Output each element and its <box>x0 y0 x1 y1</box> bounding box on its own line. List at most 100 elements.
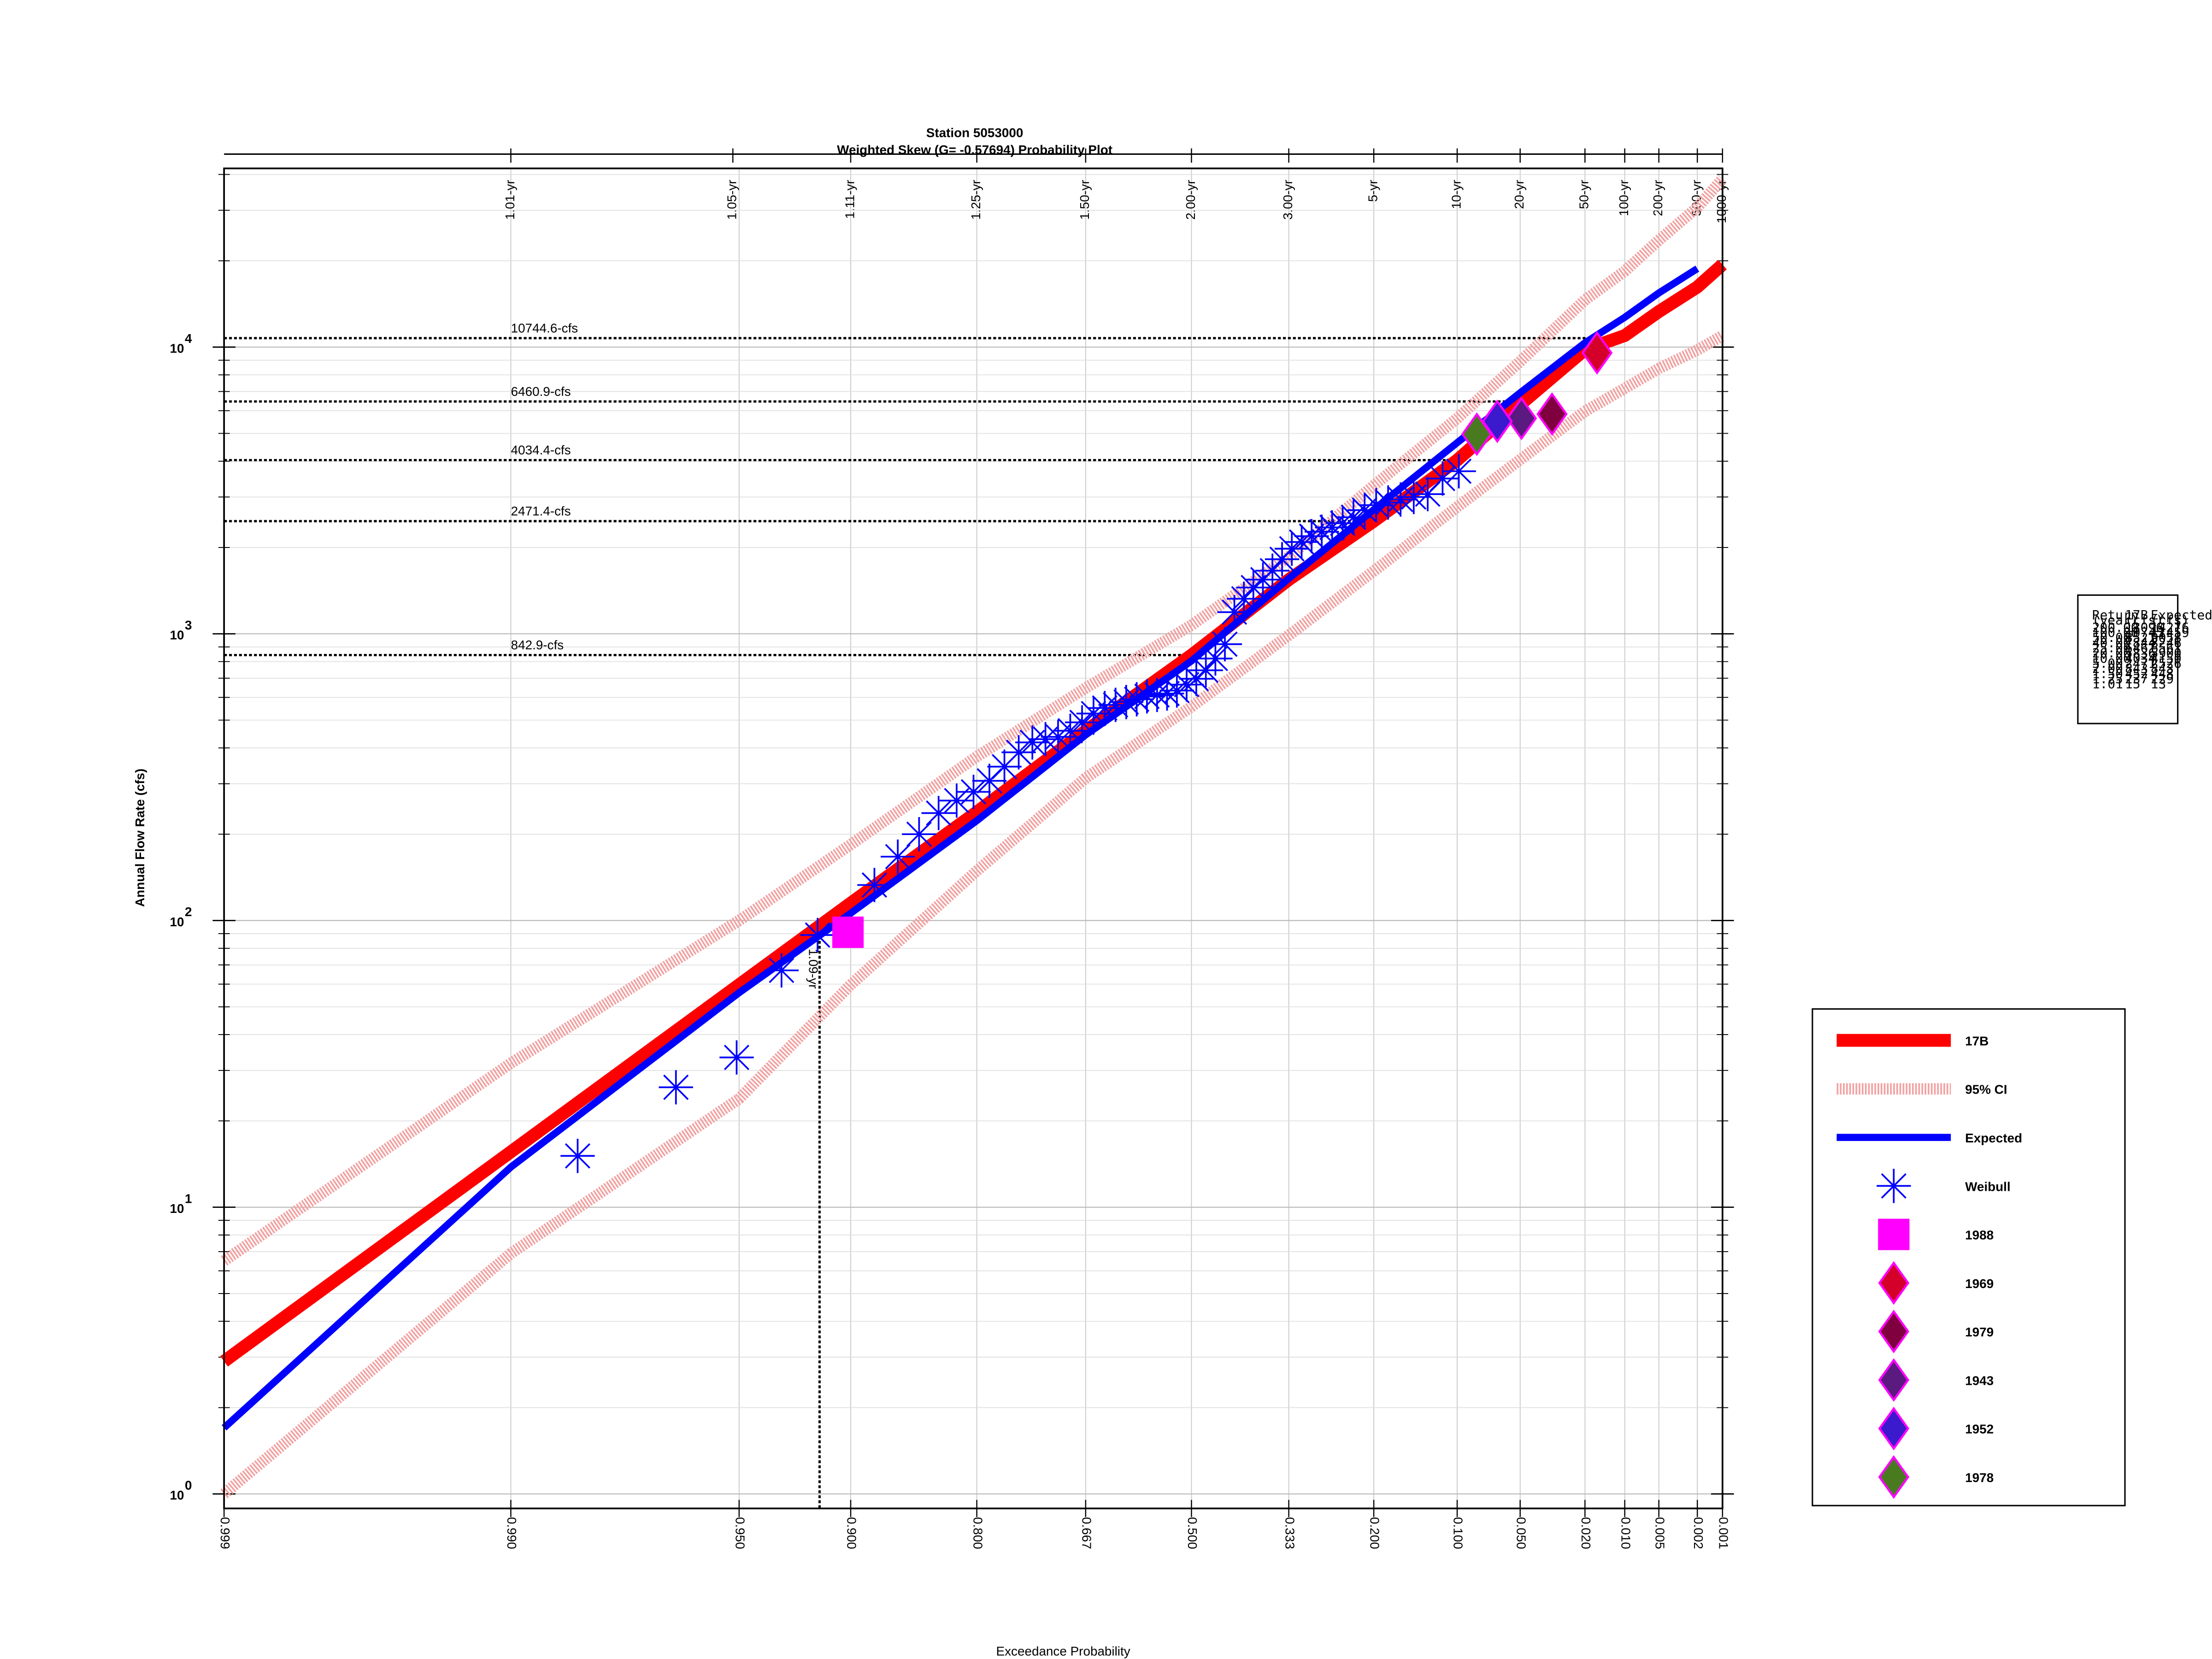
summary-cell: 843 <box>2151 661 2174 676</box>
summary-cell: 4034 <box>2125 651 2156 666</box>
asterisk-marker <box>1246 562 1280 597</box>
summary-cell: 14276 <box>2151 620 2189 635</box>
x2-tick-label: 1.50-yr <box>1077 180 1092 220</box>
y-tick-label: 10 <box>170 1201 184 1216</box>
diamond-marker <box>1506 396 1537 441</box>
x-tick-label: 0.002 <box>1691 1517 1706 1549</box>
summary-cell: 13096 <box>2125 620 2164 635</box>
x-tick-label: 0.333 <box>1282 1517 1297 1549</box>
asterisk-marker <box>1294 519 1329 553</box>
diamond-marker <box>1878 1455 1910 1499</box>
reference-label: 2471.4-cfs <box>511 504 571 518</box>
asterisk-marker <box>1098 688 1133 722</box>
square-marker <box>832 916 864 948</box>
summary-cell: 15 <box>2125 677 2141 692</box>
x-tick-label: 0.999 <box>218 1517 232 1549</box>
series-line <box>220 259 1727 1367</box>
return-marker-label: 1.09-yr <box>806 949 821 989</box>
asterisk-marker <box>1169 667 1204 702</box>
diamond-marker <box>1878 1406 1910 1451</box>
x2-tick-label: 5-yr <box>1365 180 1380 202</box>
x-tick-label: 0.020 <box>1579 1517 1593 1549</box>
asterisk-marker <box>1383 482 1418 517</box>
asterisk-marker <box>800 918 835 953</box>
legend-label: 1988 <box>1965 1228 1994 1242</box>
asterisk-marker <box>1315 510 1349 545</box>
x2-tick-label: 1.11-yr <box>842 180 857 219</box>
asterisk-marker <box>1207 627 1242 662</box>
asterisk-marker <box>1088 691 1122 725</box>
diamond-marker <box>1536 392 1568 436</box>
y-axis-label: Annual Flow Rate (cfs) <box>133 769 147 907</box>
asterisk-marker <box>1130 679 1165 714</box>
asterisk-marker <box>1159 673 1194 708</box>
reference-label: 10744.6-cfs <box>511 321 578 335</box>
legend-label: 1943 <box>1965 1373 1994 1388</box>
asterisk-marker <box>1065 705 1100 740</box>
y-tick-label: 10 <box>170 628 184 642</box>
summary-box <box>2077 594 2179 724</box>
summary-cell: 843 <box>2125 661 2148 676</box>
summary-cell: 200.00 <box>2092 620 2139 635</box>
asterisk-marker <box>1877 1169 1911 1203</box>
summary-cell: (cfs) <box>2151 612 2189 628</box>
asterisk-marker <box>560 1139 595 1173</box>
summary-cell: 8246 <box>2151 635 2182 650</box>
summary-cell: 1.50 <box>2092 666 2123 681</box>
x2-tick-label: 2.00-yr <box>1183 180 1198 220</box>
x2-tick-label: 10-yr <box>1449 180 1463 209</box>
summary-cell: 448 <box>2151 666 2174 681</box>
asterisk-marker <box>921 796 956 830</box>
chart-title: Station 5053000 <box>926 125 1024 140</box>
summary-cell: 5836 <box>2125 646 2156 661</box>
summary-cell: 13 <box>2151 677 2166 692</box>
x2-tick-label: 50-yr <box>1577 180 1591 209</box>
asterisk-marker <box>1015 725 1050 760</box>
asterisk-marker <box>1236 570 1271 605</box>
asterisk-marker <box>1284 524 1319 559</box>
summary-cell: 11459 <box>2151 625 2189 640</box>
y-tick-label: 10 <box>170 1488 184 1502</box>
summary-cell: (cfs) <box>2125 612 2164 628</box>
legend-label: 95% CI <box>1965 1082 2007 1097</box>
summary-cell: 6461 <box>2125 641 2156 656</box>
asterisk-marker <box>719 1040 754 1075</box>
asterisk-marker <box>1053 713 1088 748</box>
asterisk-marker <box>1179 661 1214 696</box>
asterisk-marker <box>987 749 1022 784</box>
asterisk-marker <box>1347 493 1382 528</box>
x-tick-label: 0.100 <box>1451 1517 1465 1549</box>
y-tick-exponent: 2 <box>185 905 192 919</box>
summary-cell: 4150 <box>2151 651 2182 666</box>
x-tick-label: 0.950 <box>733 1517 747 1549</box>
summary-cell: Expected <box>2151 607 2212 623</box>
y-tick-exponent: 1 <box>185 1191 192 1206</box>
summary-cell: 50.00 <box>2092 630 2131 645</box>
asterisk-marker <box>1265 542 1300 577</box>
x2-tick-label: 1.01-yr <box>503 180 517 220</box>
summary-cell: 1.25 <box>2092 671 2123 686</box>
asterisk-marker <box>1217 595 1252 629</box>
x-tick-label: 0.990 <box>505 1517 519 1549</box>
diamond-marker <box>1878 1261 1910 1305</box>
y-tick-exponent: 3 <box>185 618 192 632</box>
asterisk-marker <box>659 1070 693 1105</box>
asterisk-marker <box>1076 696 1111 731</box>
asterisk-marker <box>1425 461 1460 496</box>
summary-cell: 2471 <box>2125 656 2156 671</box>
asterisk-marker <box>1305 514 1339 549</box>
summary-cell: 1.01 <box>2092 677 2123 692</box>
x-tick-label: 0.050 <box>1514 1517 1528 1549</box>
legend-label: 1969 <box>1965 1277 1994 1291</box>
asterisk-marker <box>1150 676 1184 711</box>
x-tick-label: 0.800 <box>971 1517 985 1549</box>
summary-cell: 2526 <box>2151 656 2182 671</box>
legend-label: 1978 <box>1965 1471 1994 1485</box>
asterisk-marker <box>764 953 799 988</box>
summary-cell: 10.00 <box>2092 651 2131 666</box>
x2-tick-label: 1.05-yr <box>725 180 739 220</box>
asterisk-marker <box>1441 454 1476 488</box>
asterisk-marker <box>1371 485 1406 520</box>
